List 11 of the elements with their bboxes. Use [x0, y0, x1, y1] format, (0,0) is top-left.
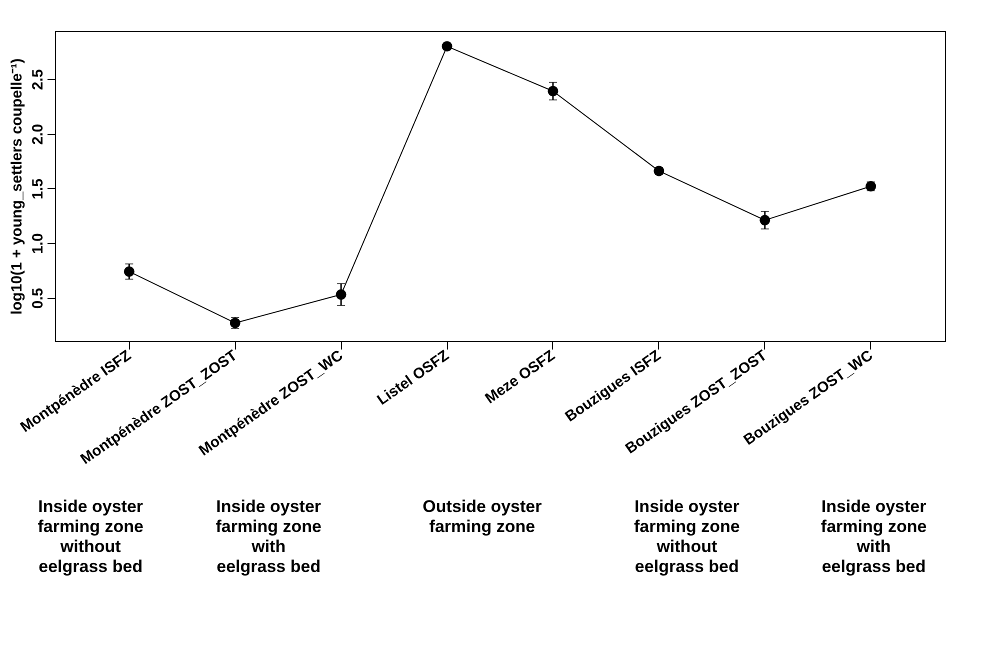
- text: Outside oyster farming zone: [422, 497, 542, 536]
- y-tick-label: 2.0: [30, 124, 46, 145]
- text: Inside oyster farming zone without eelgrass bed: [634, 497, 740, 576]
- y-tick-label: 0.5: [30, 288, 46, 309]
- y-axis-title: log10(1 + young_settlers coupelle⁻¹): [8, 58, 26, 315]
- y-tick-label: 1.5: [30, 178, 46, 200]
- text: Inside oyster farming zone with eelgrass bed: [820, 497, 927, 576]
- y-tick-label: 2.5: [30, 69, 46, 90]
- text: Inside oyster farming zone with eelgrass bed: [216, 497, 322, 576]
- text: Inside oyster farming zone without eelgrass bed: [38, 497, 144, 576]
- y-tick-label: 1.0: [30, 233, 46, 254]
